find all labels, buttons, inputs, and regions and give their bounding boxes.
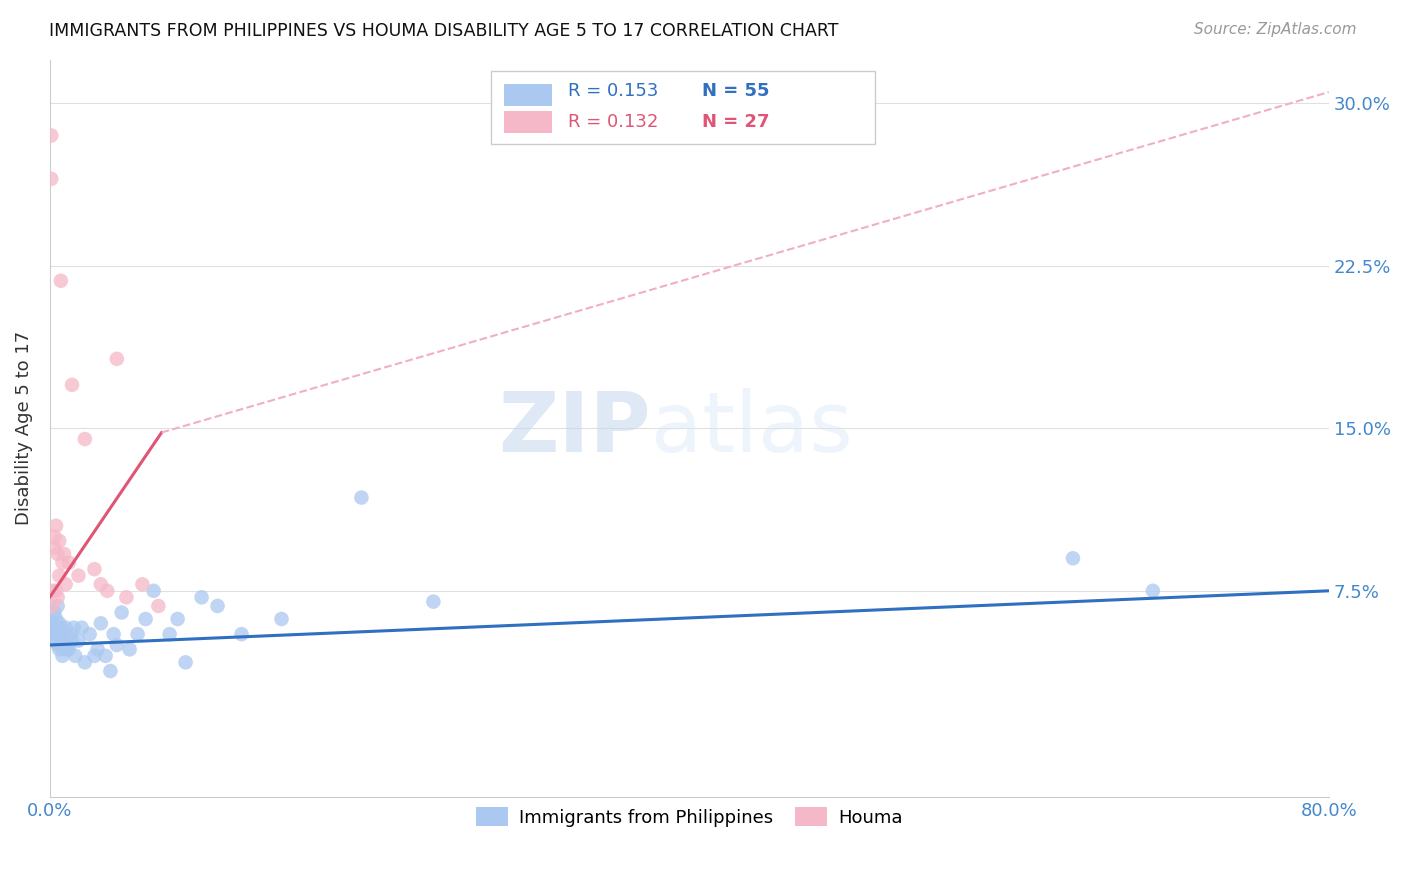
Point <box>45 583 67 598</box>
Point <box>53 547 76 561</box>
Text: N = 55: N = 55 <box>702 82 769 100</box>
Point <box>142 583 165 598</box>
Point <box>1142 583 1164 598</box>
Point <box>46 599 69 613</box>
Point <box>48 627 70 641</box>
Point <box>115 591 138 605</box>
Point <box>270 612 292 626</box>
Text: R = 0.153: R = 0.153 <box>568 82 658 100</box>
Point <box>110 606 132 620</box>
Point <box>350 491 373 505</box>
Point <box>135 612 157 626</box>
Point <box>46 638 69 652</box>
Point <box>166 612 188 626</box>
Point <box>83 562 105 576</box>
Point <box>48 616 70 631</box>
Point <box>100 664 122 678</box>
Point <box>55 642 77 657</box>
Point <box>46 591 69 605</box>
Point <box>60 633 83 648</box>
Text: ZIP: ZIP <box>498 388 651 468</box>
Point <box>51 556 73 570</box>
Point <box>60 377 83 392</box>
Point <box>94 648 117 663</box>
Point <box>86 642 108 657</box>
Point <box>48 568 70 582</box>
Point <box>422 594 444 608</box>
Point <box>42 583 65 598</box>
Point <box>65 648 87 663</box>
Point <box>105 638 128 652</box>
FancyBboxPatch shape <box>491 70 875 145</box>
Point <box>131 577 153 591</box>
Text: R = 0.132: R = 0.132 <box>568 113 658 131</box>
Point <box>190 591 212 605</box>
Point <box>103 627 125 641</box>
Point <box>1062 551 1084 566</box>
Text: Source: ZipAtlas.com: Source: ZipAtlas.com <box>1194 22 1357 37</box>
Point <box>79 627 101 641</box>
Point <box>55 577 77 591</box>
Point <box>49 274 72 288</box>
FancyBboxPatch shape <box>503 112 553 133</box>
Point <box>105 351 128 366</box>
Point <box>67 633 90 648</box>
Point <box>96 583 118 598</box>
Point <box>90 577 112 591</box>
Point <box>44 606 66 620</box>
Y-axis label: Disability Age 5 to 17: Disability Age 5 to 17 <box>15 331 32 525</box>
Point <box>49 638 72 652</box>
Point <box>49 627 72 641</box>
Point <box>58 642 80 657</box>
Point <box>44 530 66 544</box>
Point <box>127 627 149 641</box>
Point <box>67 568 90 582</box>
Point <box>51 648 73 663</box>
Point <box>46 547 69 561</box>
Text: N = 27: N = 27 <box>702 113 769 131</box>
Point <box>53 627 76 641</box>
Point <box>58 556 80 570</box>
Point <box>44 633 66 648</box>
Point <box>70 621 93 635</box>
Text: IMMIGRANTS FROM PHILIPPINES VS HOUMA DISABILITY AGE 5 TO 17 CORRELATION CHART: IMMIGRANTS FROM PHILIPPINES VS HOUMA DIS… <box>49 22 839 40</box>
Point <box>49 621 72 635</box>
Point <box>231 627 253 641</box>
Point <box>174 656 197 670</box>
Point <box>159 627 181 641</box>
Point <box>44 541 66 555</box>
Point <box>59 627 82 641</box>
Point <box>39 627 62 641</box>
Point <box>56 638 79 652</box>
Point <box>73 432 96 446</box>
Point <box>45 612 67 626</box>
Point <box>46 627 69 641</box>
FancyBboxPatch shape <box>503 84 553 106</box>
Point <box>42 616 65 631</box>
Point <box>148 599 170 613</box>
Point <box>39 128 62 143</box>
Point <box>45 621 67 635</box>
Point <box>118 642 141 657</box>
Point <box>83 648 105 663</box>
Point <box>51 633 73 648</box>
Point <box>207 599 229 613</box>
Point <box>90 616 112 631</box>
Point <box>55 621 77 635</box>
Legend: Immigrants from Philippines, Houma: Immigrants from Philippines, Houma <box>467 798 911 836</box>
Text: atlas: atlas <box>651 388 852 468</box>
Point <box>48 642 70 657</box>
Point <box>42 599 65 613</box>
Point <box>42 621 65 635</box>
Point <box>62 621 84 635</box>
Point <box>48 533 70 548</box>
Point <box>44 627 66 641</box>
Point <box>39 172 62 186</box>
Point <box>45 518 67 533</box>
Point <box>73 656 96 670</box>
